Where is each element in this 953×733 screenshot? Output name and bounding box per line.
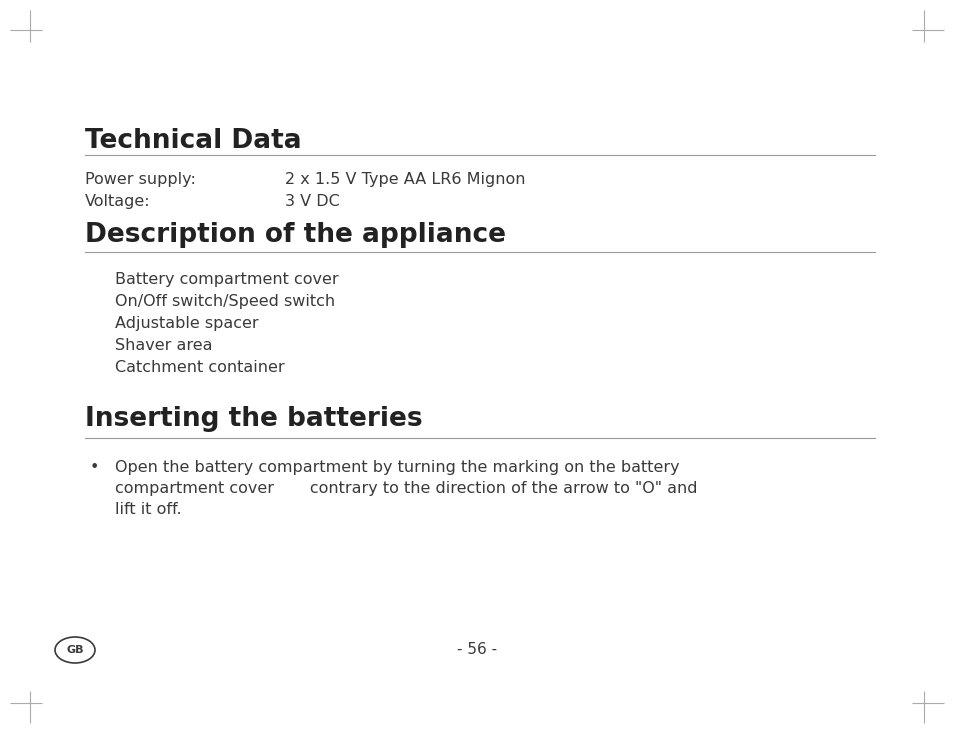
Text: Voltage:: Voltage: bbox=[85, 194, 151, 209]
Text: Inserting the batteries: Inserting the batteries bbox=[85, 406, 422, 432]
Text: Description of the appliance: Description of the appliance bbox=[85, 222, 505, 248]
Text: GB: GB bbox=[66, 645, 84, 655]
Text: lift it off.: lift it off. bbox=[115, 502, 181, 517]
Text: Adjustable spacer: Adjustable spacer bbox=[115, 316, 258, 331]
Text: •: • bbox=[90, 460, 99, 475]
Text: Open the battery compartment by turning the marking on the battery: Open the battery compartment by turning … bbox=[115, 460, 679, 475]
Text: 3 V DC: 3 V DC bbox=[285, 194, 339, 209]
Text: Battery compartment cover: Battery compartment cover bbox=[115, 272, 338, 287]
Text: Shaver area: Shaver area bbox=[115, 338, 213, 353]
Text: compartment cover       contrary to the direction of the arrow to "O" and: compartment cover contrary to the direct… bbox=[115, 481, 697, 496]
Text: Power supply:: Power supply: bbox=[85, 172, 195, 187]
Text: 2 x 1.5 V Type AA LR6 Mignon: 2 x 1.5 V Type AA LR6 Mignon bbox=[285, 172, 525, 187]
Text: Technical Data: Technical Data bbox=[85, 128, 301, 154]
Text: On/Off switch/Speed switch: On/Off switch/Speed switch bbox=[115, 294, 335, 309]
Text: Catchment container: Catchment container bbox=[115, 360, 284, 375]
Text: - 56 -: - 56 - bbox=[456, 643, 497, 658]
